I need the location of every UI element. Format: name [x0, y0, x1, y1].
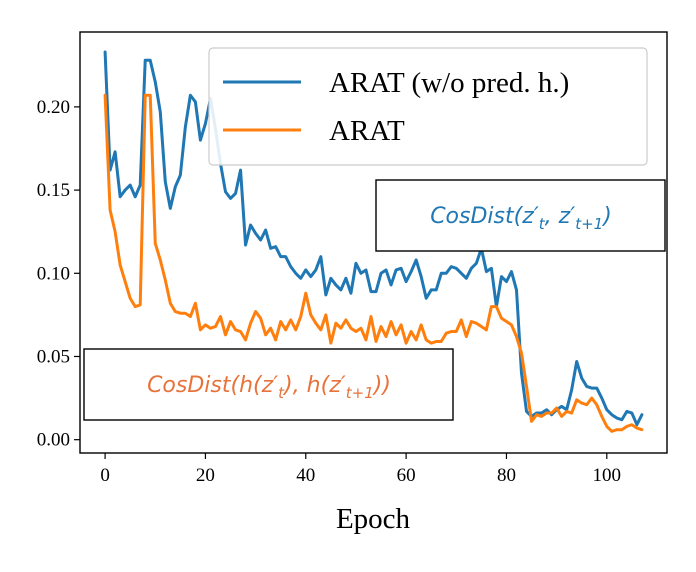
series-layer	[103, 50, 644, 433]
x-tick-label: 0	[100, 465, 110, 486]
y-tick-label: 0.00	[37, 430, 70, 451]
y-tick-label: 0.05	[37, 346, 70, 367]
legend: ARAT (w/o pred. h.) ARAT	[208, 47, 648, 166]
annotation-orange-text: CosDist(h(z′t), h(z′t+1))	[147, 373, 391, 402]
y-tick-label: 0.10	[37, 263, 70, 284]
x-tick-label: 80	[497, 465, 516, 486]
annotation-blue-box	[375, 179, 666, 252]
legend-box	[208, 47, 648, 166]
x-tick-label: 60	[397, 465, 416, 486]
legend-label-series-1: ARAT (w/o pred. h.)	[329, 67, 569, 99]
legend-label-series-2: ARAT	[329, 115, 405, 147]
y-axis: 0.00 0.05 0.10 0.15 0.20	[37, 97, 80, 451]
annotation-blue: CosDist(z′t, z′t+1)	[375, 179, 666, 252]
y-tick-label: 0.15	[37, 180, 70, 201]
x-tick-label: 100	[593, 465, 622, 486]
annotation-orange-box	[83, 348, 454, 421]
x-tick-label: 20	[196, 465, 215, 486]
y-tick-label: 0.20	[37, 97, 70, 118]
annotation-blue-text: CosDist(z′t, z′t+1)	[430, 204, 612, 233]
x-tick-label: 40	[296, 465, 315, 486]
annotation-orange: CosDist(h(z′t), h(z′t+1))	[83, 348, 454, 421]
series-line-2	[103, 93, 644, 433]
x-axis: 0 20 40 60 80 100	[100, 453, 621, 486]
x-axis-title: Epoch	[336, 503, 411, 535]
